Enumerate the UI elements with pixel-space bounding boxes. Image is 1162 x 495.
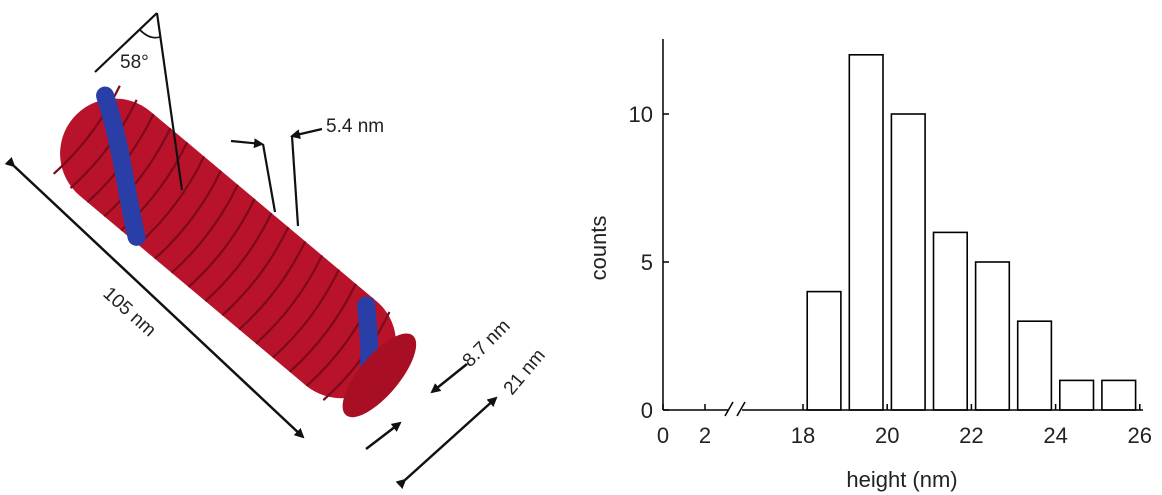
x-ticks: 0 2 18 20 22 24 26 <box>657 404 1152 448</box>
histogram-bar <box>1101 379 1137 411</box>
x-axis-label: height (nm) <box>846 467 957 492</box>
histogram-bar <box>1016 320 1053 411</box>
histogram-bar <box>806 290 842 411</box>
y-ticks: 0 5 10 <box>629 102 669 423</box>
histogram-bar <box>974 261 1011 411</box>
axis-break-mark <box>736 401 746 417</box>
x-axis <box>663 401 1143 417</box>
x-tick-label: 22 <box>959 423 983 448</box>
angle-label: 58° <box>120 52 149 73</box>
length-label: 105 nm <box>99 283 160 341</box>
x-tick-label: 18 <box>791 423 815 448</box>
histogram-bar <box>890 113 926 411</box>
y-axis-label: counts <box>586 216 611 281</box>
x-tick-label: 26 <box>1128 423 1152 448</box>
y-tick-label: 10 <box>629 102 653 127</box>
x-tick-label: 0 <box>657 423 669 448</box>
x-tick-label: 24 <box>1043 423 1067 448</box>
bars <box>806 53 1137 411</box>
axis-break-mark <box>724 401 734 417</box>
pitch-label: 5.4 nm <box>326 116 384 137</box>
x-tick-label: 20 <box>875 423 899 448</box>
y-tick-label: 0 <box>641 398 653 423</box>
histogram-bar <box>932 231 968 411</box>
strand-diameter-label: 8.7 nm <box>459 316 515 372</box>
y-tick-label: 5 <box>641 250 653 275</box>
height-histogram: 0 2 18 20 22 24 26 0 5 10 height (nm) counts <box>586 39 1152 492</box>
x-tick-label: 2 <box>699 423 711 448</box>
fiber-end-cap <box>342 333 417 418</box>
histogram-bar <box>1059 379 1095 411</box>
histogram-bar <box>848 53 884 411</box>
fiber-diameter-label: 21 nm <box>500 345 550 399</box>
